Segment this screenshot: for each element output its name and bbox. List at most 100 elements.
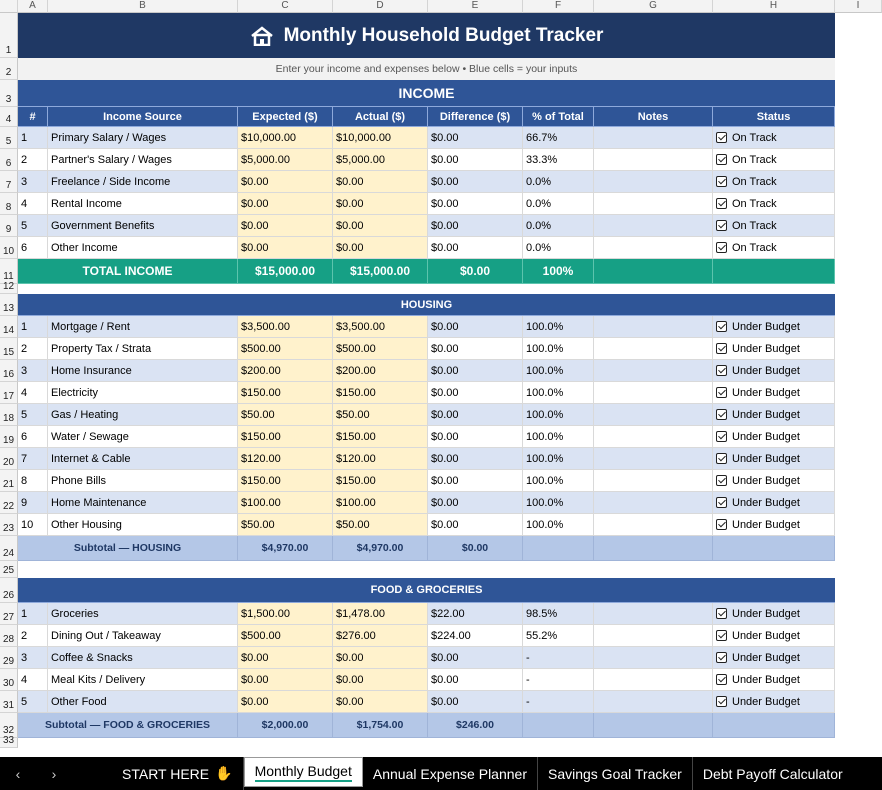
notes-cell[interactable] (594, 316, 713, 338)
expected-cell[interactable]: $0.00 (238, 237, 333, 259)
notes-cell[interactable] (594, 514, 713, 536)
row-header[interactable]: 8 (0, 193, 18, 215)
status-cell[interactable]: On Track (713, 127, 835, 149)
row-header[interactable]: 5 (0, 127, 18, 149)
row-header[interactable]: 28 (0, 625, 18, 647)
checkbox-icon[interactable] (716, 409, 727, 420)
column-header[interactable]: C (238, 0, 333, 13)
scroll-tabs-left-icon[interactable]: ‹ (15, 765, 21, 782)
actual-cell[interactable]: $0.00 (333, 171, 428, 193)
expected-cell[interactable]: $0.00 (238, 691, 333, 713)
row-header[interactable]: 33 (0, 735, 18, 748)
actual-cell[interactable]: $5,000.00 (333, 149, 428, 171)
status-cell[interactable]: Under Budget (713, 338, 835, 360)
expected-cell[interactable]: $10,000.00 (238, 127, 333, 149)
checkbox-icon[interactable] (716, 132, 727, 143)
row-header[interactable]: 31 (0, 691, 18, 713)
expected-cell[interactable]: $150.00 (238, 470, 333, 492)
row-header[interactable]: 14 (0, 316, 18, 338)
row-header[interactable]: 1 (0, 13, 18, 58)
checkbox-icon[interactable] (716, 176, 727, 187)
expected-cell[interactable]: $100.00 (238, 492, 333, 514)
expected-cell[interactable]: $150.00 (238, 382, 333, 404)
checkbox-icon[interactable] (716, 453, 727, 464)
notes-cell[interactable] (594, 360, 713, 382)
expected-cell[interactable]: $0.00 (238, 647, 333, 669)
row-header[interactable]: 16 (0, 360, 18, 382)
status-cell[interactable]: Under Budget (713, 426, 835, 448)
row-header[interactable]: 12 (0, 281, 18, 294)
row-header[interactable]: 15 (0, 338, 18, 360)
checkbox-icon[interactable] (716, 154, 727, 165)
notes-cell[interactable] (594, 470, 713, 492)
row-header[interactable]: 22 (0, 492, 18, 514)
notes-cell[interactable] (594, 237, 713, 259)
row-header[interactable]: 2 (0, 58, 18, 80)
checkbox-icon[interactable] (716, 343, 727, 354)
column-header[interactable]: A (18, 0, 48, 13)
status-cell[interactable]: Under Budget (713, 404, 835, 426)
row-header[interactable]: 27 (0, 603, 18, 625)
actual-cell[interactable]: $500.00 (333, 338, 428, 360)
expected-cell[interactable]: $150.00 (238, 426, 333, 448)
notes-cell[interactable] (594, 404, 713, 426)
notes-cell[interactable] (594, 127, 713, 149)
row-header[interactable]: 4 (0, 107, 18, 127)
tab-monthly-budget[interactable]: Monthly Budget (243, 757, 363, 787)
expected-cell[interactable]: $50.00 (238, 514, 333, 536)
actual-cell[interactable]: $120.00 (333, 448, 428, 470)
notes-cell[interactable] (594, 215, 713, 237)
status-cell[interactable]: Under Budget (713, 625, 835, 647)
row-header[interactable]: 23 (0, 514, 18, 536)
row-header[interactable]: 30 (0, 669, 18, 691)
row-header[interactable]: 32 (0, 713, 18, 738)
checkbox-icon[interactable] (716, 321, 727, 332)
status-cell[interactable]: Under Budget (713, 382, 835, 404)
notes-cell[interactable] (594, 193, 713, 215)
checkbox-icon[interactable] (716, 220, 727, 231)
checkbox-icon[interactable] (716, 519, 727, 530)
actual-cell[interactable]: $100.00 (333, 492, 428, 514)
tab-savings-goal-tracker[interactable]: Savings Goal Tracker (538, 757, 693, 790)
status-cell[interactable]: Under Budget (713, 316, 835, 338)
row-header[interactable]: 26 (0, 578, 18, 603)
expected-cell[interactable]: $120.00 (238, 448, 333, 470)
status-cell[interactable]: Under Budget (713, 691, 835, 713)
column-header[interactable]: E (428, 0, 523, 13)
checkbox-icon[interactable] (716, 608, 727, 619)
column-header[interactable]: G (594, 0, 713, 13)
checkbox-icon[interactable] (716, 497, 727, 508)
column-header[interactable]: I (835, 0, 882, 13)
row-header[interactable]: 25 (0, 561, 18, 578)
checkbox-icon[interactable] (716, 387, 727, 398)
status-cell[interactable]: On Track (713, 171, 835, 193)
tab-start-here[interactable]: START HERE ✋ (72, 757, 244, 790)
row-header[interactable]: 6 (0, 149, 18, 171)
column-header[interactable]: H (713, 0, 835, 13)
actual-cell[interactable]: $1,478.00 (333, 603, 428, 625)
actual-cell[interactable]: $50.00 (333, 404, 428, 426)
checkbox-icon[interactable] (716, 696, 727, 707)
notes-cell[interactable] (594, 647, 713, 669)
expected-cell[interactable]: $500.00 (238, 338, 333, 360)
notes-cell[interactable] (594, 338, 713, 360)
row-header[interactable]: 18 (0, 404, 18, 426)
notes-cell[interactable] (594, 669, 713, 691)
expected-cell[interactable]: $0.00 (238, 171, 333, 193)
actual-cell[interactable]: $150.00 (333, 470, 428, 492)
expected-cell[interactable]: $1,500.00 (238, 603, 333, 625)
actual-cell[interactable]: $3,500.00 (333, 316, 428, 338)
expected-cell[interactable]: $3,500.00 (238, 316, 333, 338)
row-header[interactable]: 10 (0, 237, 18, 259)
expected-cell[interactable]: $0.00 (238, 215, 333, 237)
actual-cell[interactable]: $0.00 (333, 193, 428, 215)
notes-cell[interactable] (594, 603, 713, 625)
status-cell[interactable]: On Track (713, 193, 835, 215)
actual-cell[interactable]: $0.00 (333, 669, 428, 691)
status-cell[interactable]: Under Budget (713, 603, 835, 625)
notes-cell[interactable] (594, 171, 713, 193)
status-cell[interactable]: Under Budget (713, 647, 835, 669)
expected-cell[interactable]: $500.00 (238, 625, 333, 647)
checkbox-icon[interactable] (716, 242, 727, 253)
notes-cell[interactable] (594, 448, 713, 470)
